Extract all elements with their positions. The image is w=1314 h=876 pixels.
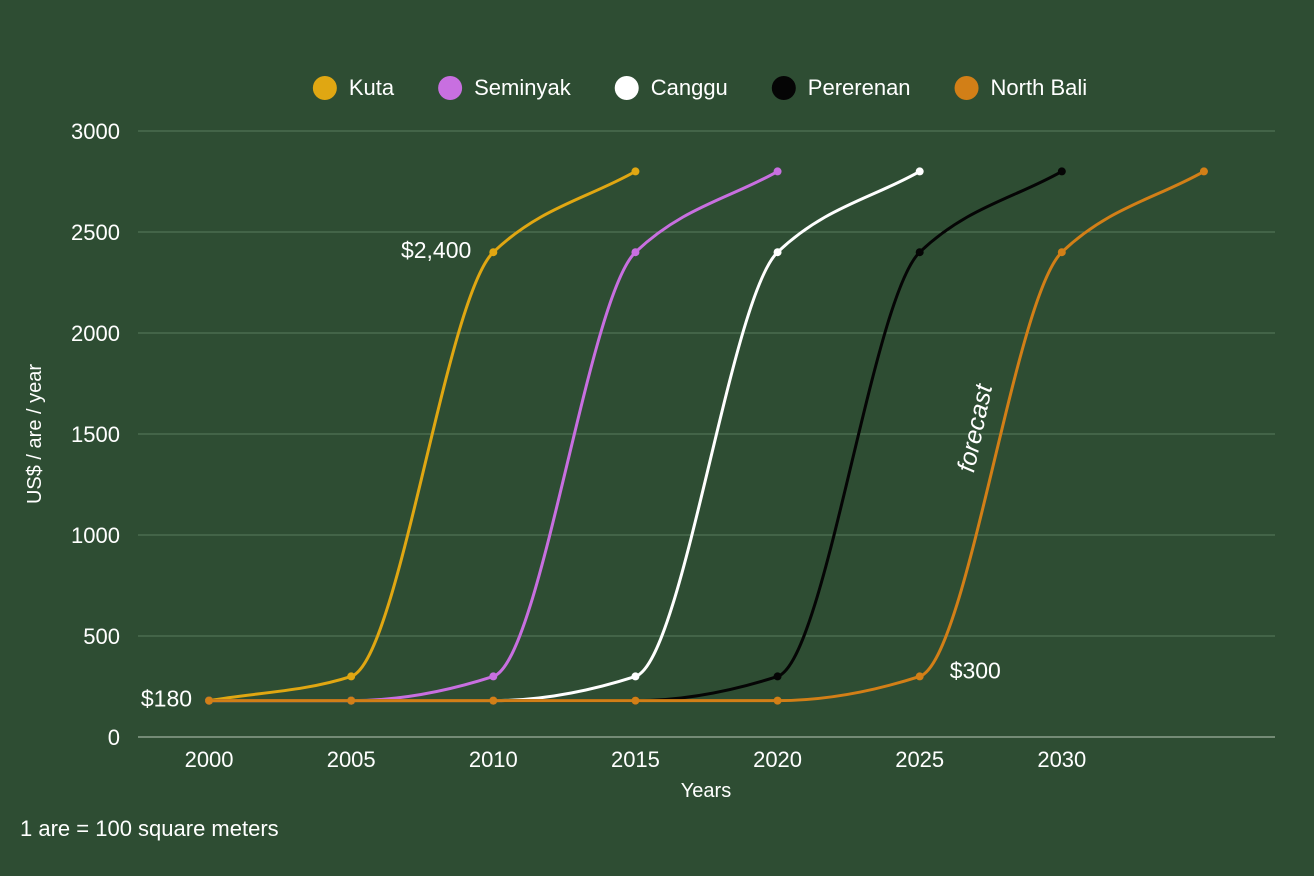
legend-label-seminyak: Seminyak	[474, 75, 572, 100]
point-kuta-2010	[489, 248, 498, 257]
legend-item-pererenan[interactable]: Pererenan	[771, 75, 911, 100]
x-tick-2005: 2005	[327, 747, 376, 772]
y-tick-2000: 2000	[71, 321, 120, 346]
x-tick-2030: 2030	[1037, 747, 1086, 772]
legend-marker-canggu	[614, 76, 639, 100]
legend-label-pererenan: Pererenan	[808, 75, 911, 100]
series-line-canggu	[207, 169, 922, 703]
grid-lines	[138, 130, 1275, 738]
series-kuta	[205, 167, 640, 705]
y-tick-1500: 1500	[71, 422, 120, 447]
point-kuta-2005	[347, 672, 356, 681]
point-canggu-2015	[631, 672, 640, 681]
y-tick-2500: 2500	[71, 220, 120, 245]
legend-marker-kuta	[312, 76, 337, 100]
point-kuta-2015	[631, 167, 640, 176]
x-tick-2000: 2000	[185, 747, 234, 772]
legend-item-kuta[interactable]: Kuta	[312, 75, 395, 100]
legend-marker-north-bali	[954, 76, 979, 100]
point-seminyak-2020	[773, 167, 782, 176]
legend-item-canggu[interactable]: Canggu	[614, 75, 728, 100]
point-seminyak-2010	[489, 672, 498, 681]
x-tick-labels: 2000 2005 2010 2015 2020 2025 2030	[185, 747, 1087, 772]
point-north-bali-2035	[1199, 167, 1208, 176]
legend-label-kuta: Kuta	[349, 75, 395, 100]
series-pererenan	[205, 167, 1066, 705]
x-tick-2025: 2025	[895, 747, 944, 772]
annotation-180: $180	[141, 686, 192, 712]
point-pererenan-2030	[1057, 167, 1066, 176]
y-tick-0: 0	[108, 725, 120, 750]
legend-label-canggu: Canggu	[651, 75, 728, 100]
legend-marker-seminyak	[438, 76, 463, 100]
point-canggu-2025	[915, 167, 924, 176]
point-pererenan-2025	[915, 248, 924, 257]
x-axis-title: Years	[681, 780, 731, 802]
x-tick-2020: 2020	[753, 747, 802, 772]
point-north-bali-2025	[915, 672, 924, 681]
y-tick-3000: 3000	[71, 119, 120, 144]
annotation-forecast: forecast	[952, 381, 998, 475]
series-lines	[205, 167, 1208, 705]
y-tick-1000: 1000	[71, 523, 120, 548]
legend-item-seminyak[interactable]: Seminyak	[438, 75, 572, 100]
legend-label-north-bali: North Bali	[991, 75, 1088, 100]
point-north-bali-2020	[773, 696, 782, 705]
y-axis-title: US$ / are / year	[24, 364, 46, 504]
annotation-2400: $2,400	[401, 237, 471, 263]
annotations: $180 $2,400 $300 forecast	[141, 237, 1001, 711]
point-north-bali-2005	[347, 696, 356, 705]
legend-marker-pererenan	[771, 76, 796, 100]
y-tick-labels: 0 500 1000 1500 2000 2500 3000	[71, 119, 120, 750]
point-north-bali-2030	[1057, 248, 1066, 257]
point-north-bali-2000	[205, 696, 214, 705]
y-tick-500: 500	[83, 624, 120, 649]
point-north-bali-2015	[631, 696, 640, 705]
series-seminyak	[205, 167, 782, 705]
point-canggu-2020	[773, 248, 782, 257]
legend-item-north-bali[interactable]: North Bali	[954, 75, 1088, 100]
series-north-bali	[205, 167, 1208, 705]
point-seminyak-2015	[631, 248, 640, 257]
series-canggu	[205, 167, 924, 705]
x-tick-2015: 2015	[611, 747, 660, 772]
footnote: 1 are = 100 square meters	[20, 816, 279, 841]
point-pererenan-2020	[773, 672, 782, 681]
series-line-kuta	[207, 169, 637, 703]
legend[interactable]: Kuta Seminyak Canggu Pererenan North Bali	[312, 75, 1088, 100]
point-north-bali-2010	[489, 696, 498, 705]
series-line-north-bali	[207, 169, 1206, 703]
annotation-300: $300	[950, 657, 1001, 683]
x-tick-2010: 2010	[469, 747, 518, 772]
